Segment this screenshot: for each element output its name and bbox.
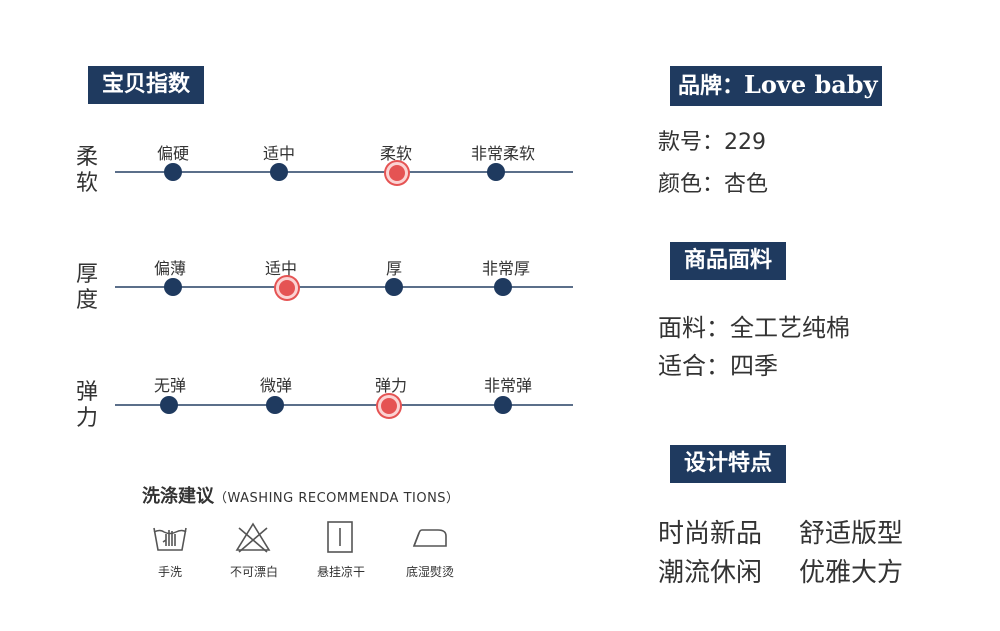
scale-dot-selected <box>386 162 408 184</box>
row-label-thickness: 厚度 <box>76 262 102 314</box>
option-label: 非常柔软 <box>470 144 536 163</box>
design-section-title: 设计特点 <box>670 445 787 483</box>
scale-dot <box>494 396 512 414</box>
scale-dot <box>164 163 182 181</box>
option-label: 非常弹 <box>483 376 533 395</box>
scale-dot <box>164 278 182 296</box>
option-label: 微弹 <box>259 376 293 395</box>
scale-dot <box>487 163 505 181</box>
care-title-text: 洗涤建议 <box>142 486 214 507</box>
no-bleach-icon <box>235 522 271 553</box>
hang-dry-icon <box>327 521 353 553</box>
index-section-title: 宝贝指数 <box>88 66 205 104</box>
fabric-season: 适合：四季 <box>658 352 778 380</box>
row-label-text: 厚度 <box>76 262 99 313</box>
option-label: 适中 <box>262 144 296 163</box>
row-label-text: 弹力 <box>76 380 99 431</box>
option-label: 适中 <box>264 259 298 278</box>
design-feature: 潮流休闲 <box>658 558 763 588</box>
brand-name: Love baby <box>744 70 878 99</box>
design-feature: 优雅大方 <box>799 558 904 588</box>
scale-dot <box>160 396 178 414</box>
product-color: 颜色：杏色 <box>658 172 769 197</box>
care-label: 悬挂凉干 <box>316 565 366 579</box>
scale-dot <box>270 163 288 181</box>
option-label: 柔软 <box>379 144 413 163</box>
scale-line-thickness <box>115 286 573 288</box>
scale-dot-selected <box>276 277 298 299</box>
option-label: 厚 <box>385 259 403 278</box>
scale-dot-selected <box>378 395 400 417</box>
option-label: 弹力 <box>374 376 408 395</box>
option-label: 偏硬 <box>156 144 190 163</box>
option-label: 偏薄 <box>153 259 187 278</box>
design-feature: 舒适版型 <box>799 519 904 549</box>
row-label-text: 柔软 <box>76 145 99 196</box>
style-number: 款号：229 <box>658 130 766 155</box>
iron-icon <box>412 529 447 547</box>
option-label: 非常厚 <box>481 259 531 278</box>
care-label: 底湿熨烫 <box>405 565 455 579</box>
brand-label: 品牌： <box>678 74 745 99</box>
hand-wash-icon <box>153 527 187 551</box>
scale-dot <box>494 278 512 296</box>
fabric-section-title: 商品面料 <box>670 242 787 280</box>
scale-line-softness <box>115 171 573 173</box>
care-subtitle: （WASHING RECOMMENDA TIONS） <box>214 491 460 506</box>
design-feature: 时尚新品 <box>658 519 763 549</box>
scale-dot <box>385 278 403 296</box>
care-title: 洗涤建议（WASHING RECOMMENDA TIONS） <box>142 482 460 508</box>
row-label-elasticity: 弹力 <box>76 380 102 432</box>
care-label: 手洗 <box>157 565 183 579</box>
row-label-softness: 柔软 <box>76 145 102 197</box>
option-label: 无弹 <box>153 376 187 395</box>
fabric-material: 面料：全工艺纯棉 <box>658 314 850 342</box>
scale-dot <box>266 396 284 414</box>
brand-badge: 品牌：Love baby <box>670 66 882 106</box>
care-label: 不可漂白 <box>229 565 279 579</box>
scale-line-elasticity <box>115 404 573 406</box>
